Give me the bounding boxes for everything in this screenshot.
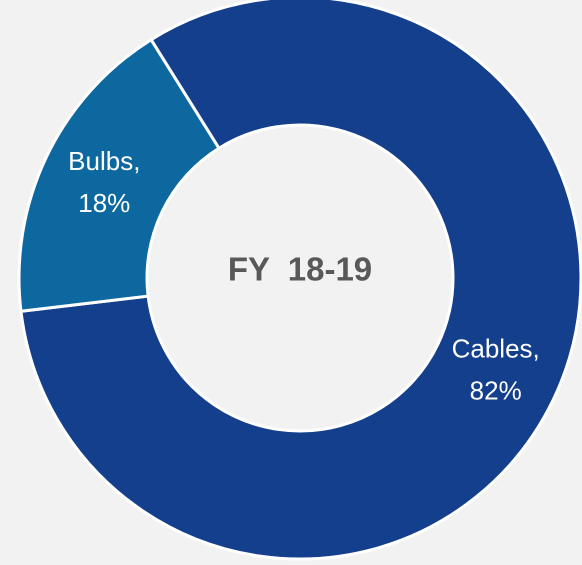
chart-title: FY 18-19 [228,251,372,288]
slices [17,0,582,561]
slice [19,0,582,561]
slice-label-value: 18% [78,188,130,218]
slice-label-value: 82% [470,376,522,406]
slice-label-name: Bulbs, [68,146,140,176]
slice-label-name: Cables, [452,334,540,364]
slice [17,37,221,313]
